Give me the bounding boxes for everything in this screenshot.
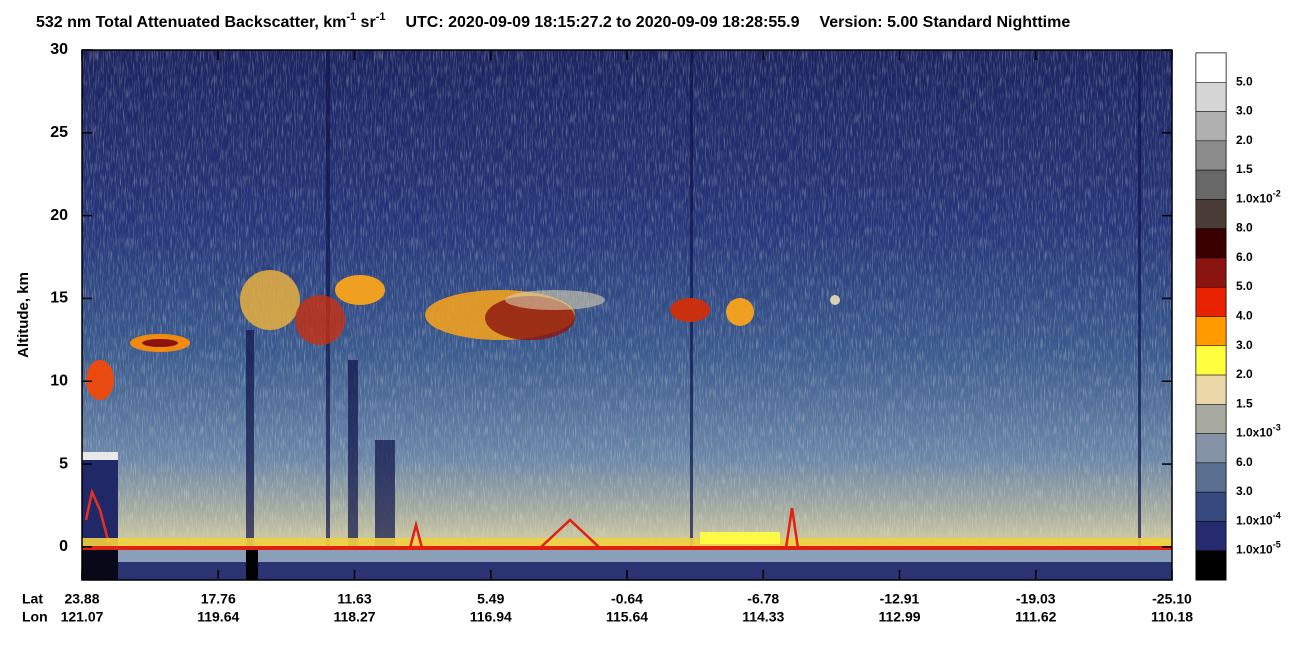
colorbar-box [1195, 199, 1227, 229]
colorbar-box [1195, 462, 1227, 493]
colorbar-label-exponent: -3 [1273, 423, 1281, 433]
colorbar-box [1195, 111, 1227, 142]
colorbar-box [1195, 433, 1227, 464]
colorbar-label: 3.0 [1236, 484, 1253, 498]
title-utc: UTC: 2020-09-09 18:15:27.2 to 2020-09-09… [405, 14, 799, 31]
colorbar-label: 1.5 [1236, 397, 1253, 411]
colorbar-box [1195, 491, 1227, 522]
colorbar-box [1195, 257, 1227, 288]
colorbar-label-text: 3.0 [1236, 484, 1253, 498]
colorbar-label-text: 1.0x10 [1236, 192, 1273, 206]
colorbar-label-text: 3.0 [1236, 104, 1253, 118]
lon-label: 115.64 [606, 609, 648, 625]
colorbar-label-text: 6.0 [1236, 455, 1253, 469]
colorbar-label-text: 2.0 [1236, 367, 1253, 381]
lon-label: 110.18 [1151, 609, 1193, 625]
colorbar-label-exponent: -2 [1273, 189, 1281, 199]
colorbar-box [1195, 345, 1227, 376]
colorbar-label: 2.0 [1236, 367, 1253, 381]
lon-label: 116.94 [470, 609, 512, 625]
lat-label: 5.49 [477, 591, 504, 607]
backscatter-field [82, 50, 1172, 580]
colorbar-box [1195, 82, 1227, 112]
colorbar-label: 6.0 [1236, 250, 1253, 264]
colorbar-label: 3.0 [1236, 104, 1253, 118]
colorbar-label: 3.0 [1236, 338, 1253, 352]
colorbar-label: 5.0 [1236, 279, 1253, 293]
colorbar-label-text: 6.0 [1236, 250, 1253, 264]
lat-label: -0.64 [611, 591, 643, 607]
colorbar-label-exponent: -5 [1273, 540, 1281, 550]
colorbar-label: 1.0x10-3 [1236, 423, 1281, 440]
colorbar-label-text: 1.0x10 [1236, 426, 1273, 440]
colorbar-box [1195, 550, 1227, 581]
x-row-label: Lat [22, 591, 43, 607]
colorbar-label: 8.0 [1236, 221, 1253, 235]
colorbar-label: 6.0 [1236, 455, 1253, 469]
colorbar-label: 5.0 [1236, 74, 1253, 88]
colorbar-label-text: 4.0 [1236, 309, 1253, 323]
colorbar-label-text: 2.0 [1236, 133, 1253, 147]
lon-label: 118.27 [333, 609, 375, 625]
lon-label: 111.62 [1015, 609, 1056, 625]
title-text: sr [356, 14, 376, 31]
colorbar-box [1195, 521, 1227, 551]
lat-label: -19.03 [1016, 591, 1056, 607]
lat-label: -12.91 [880, 591, 920, 607]
colorbar-label-text: 3.0 [1236, 338, 1253, 352]
colorbar-box [1195, 140, 1227, 171]
lat-label: -25.10 [1152, 591, 1192, 607]
colorbar-box [1195, 316, 1227, 347]
chart-title: 532 nm Total Attenuated Backscatter, km-… [36, 11, 1070, 31]
colorbar-box [1195, 404, 1227, 434]
y-tick-label: 25 [50, 124, 68, 141]
y-tick-label: 0 [59, 538, 68, 555]
colorbar-label: 2.0 [1236, 133, 1253, 147]
colorbar-label-text: 1.0x10 [1236, 543, 1273, 557]
colorbar-label: 1.0x10-5 [1236, 540, 1281, 557]
colorbar-label-text: 5.0 [1236, 279, 1253, 293]
title-text: 532 nm Total Attenuated Backscatter, km [36, 14, 346, 31]
lat-label: 11.63 [337, 591, 371, 607]
y-axis-label: Altitude, km [15, 272, 32, 358]
lat-label: 17.76 [201, 591, 236, 607]
title-version: Version: 5.00 Standard Nighttime [819, 14, 1070, 31]
colorbar-box [1195, 374, 1227, 405]
colorbar-label-exponent: -4 [1273, 511, 1281, 521]
colorbar-box [1195, 228, 1227, 259]
lon-label: 112.99 [878, 609, 920, 625]
colorbar-label: 1.0x10-2 [1236, 189, 1281, 206]
x-row-label: Lon [22, 609, 48, 625]
colorbar-label-text: 8.0 [1236, 221, 1253, 235]
y-tick-label: 10 [50, 372, 68, 389]
colorbar-box [1195, 169, 1227, 200]
colorbar-label-text: 1.0x10 [1236, 514, 1273, 528]
colorbar-label-text: 1.5 [1236, 397, 1253, 411]
lon-label: 119.64 [197, 609, 239, 625]
y-tick-label: 20 [50, 207, 68, 224]
y-tick-label: 15 [50, 290, 68, 307]
colorbar-label: 1.0x10-4 [1236, 511, 1281, 528]
lat-label: -6.78 [747, 591, 779, 607]
title-superscript: -1 [376, 11, 386, 23]
colorbar-box [1195, 286, 1227, 317]
lon-label: 114.33 [742, 609, 784, 625]
colorbar-label-text: 1.5 [1236, 162, 1253, 176]
colorbar-label: 1.5 [1236, 162, 1253, 176]
y-tick-label: 5 [59, 455, 68, 472]
colorbar-box [1195, 52, 1227, 83]
cloud-layer [82, 270, 840, 550]
lat-label: 23.88 [64, 591, 99, 607]
y-tick-label: 30 [50, 41, 68, 58]
colorbar-label: 4.0 [1236, 309, 1253, 323]
lon-label: 121.07 [61, 609, 104, 625]
colorbar-label-text: 5.0 [1236, 74, 1253, 88]
title-superscript: -1 [346, 11, 356, 23]
